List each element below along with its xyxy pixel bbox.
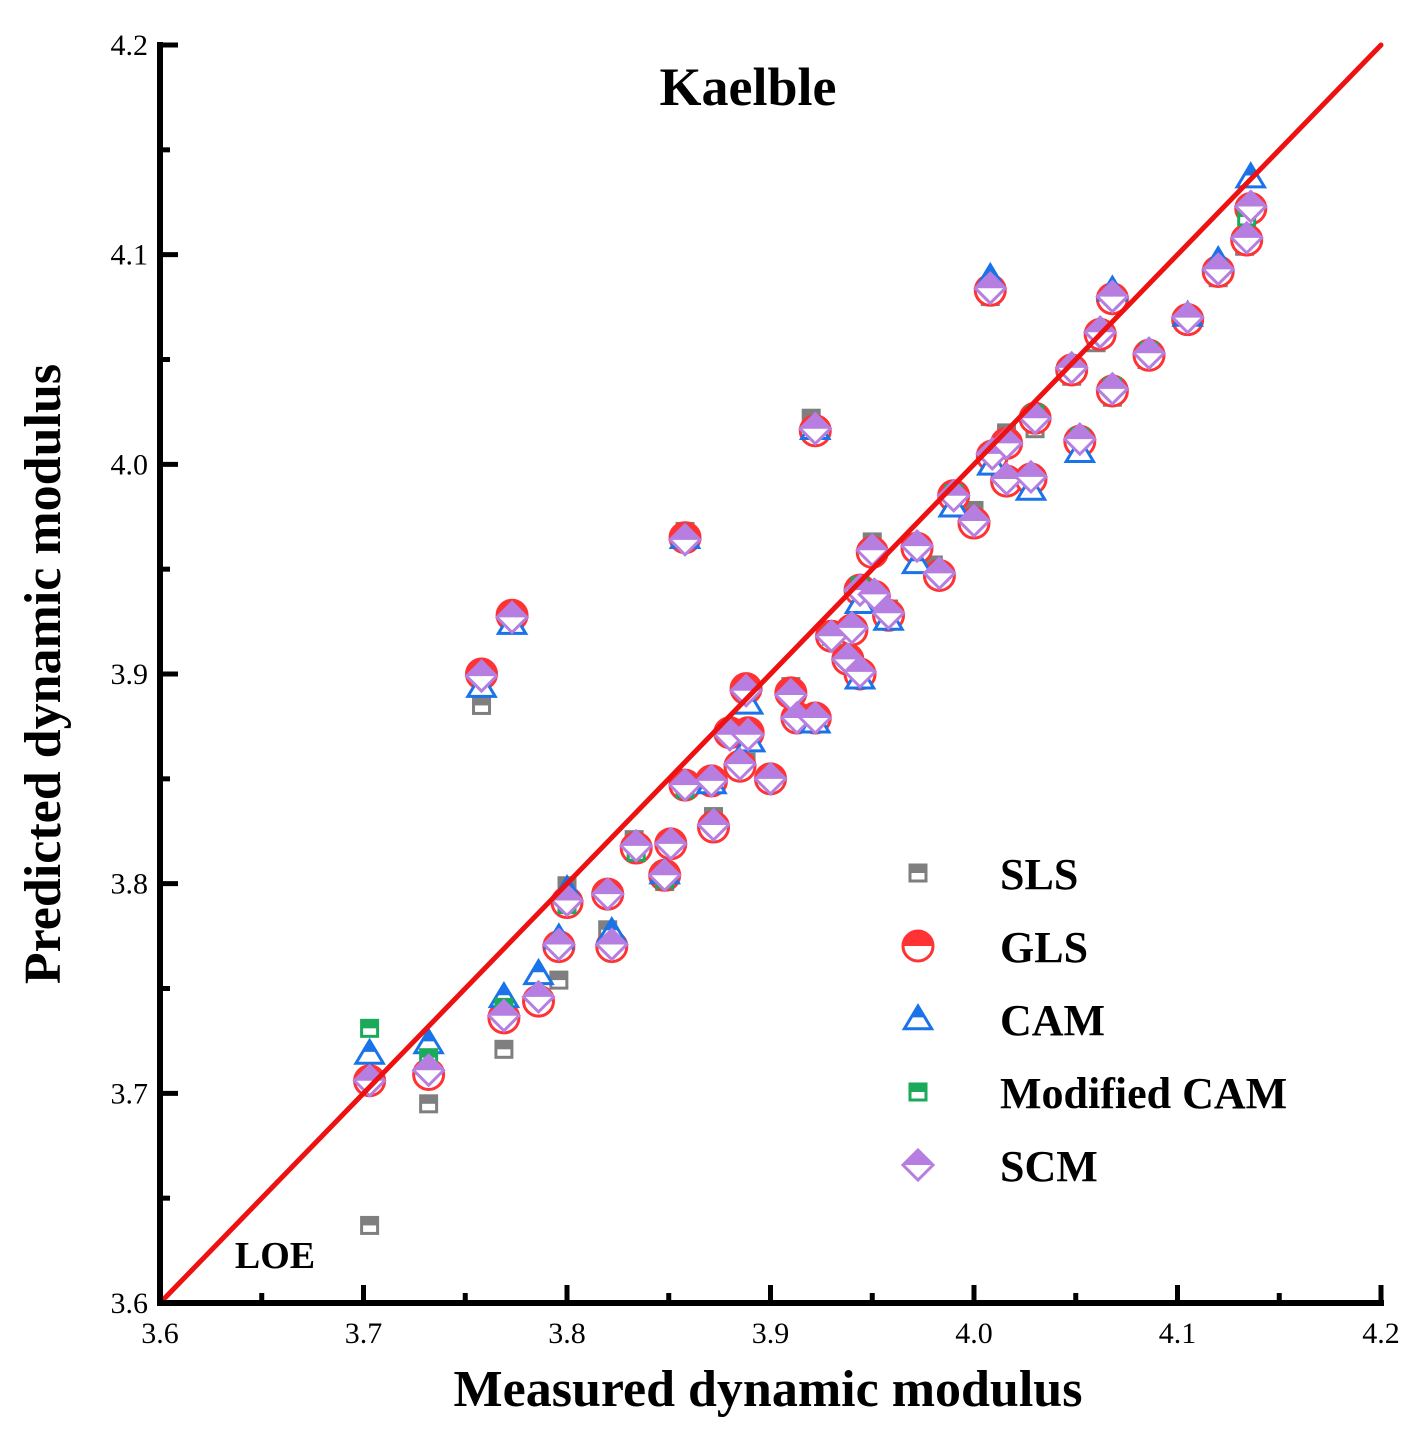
data-point bbox=[667, 522, 703, 557]
data-point bbox=[419, 1094, 439, 1114]
data-point bbox=[694, 763, 729, 799]
data-point bbox=[360, 1018, 380, 1038]
legend-marker bbox=[900, 1147, 936, 1183]
data-point bbox=[956, 503, 992, 539]
data-point bbox=[590, 877, 625, 912]
data-point bbox=[1095, 371, 1130, 406]
data-point bbox=[798, 700, 833, 736]
legend-item: SCM bbox=[900, 1142, 1098, 1191]
data-point bbox=[521, 979, 556, 1015]
line-of-equality bbox=[157, 42, 1384, 1306]
x-axis-title: Measured dynamic modulus bbox=[454, 1361, 1083, 1418]
legend-label: GLS bbox=[1000, 923, 1088, 972]
data-point bbox=[647, 858, 682, 893]
data-point bbox=[730, 717, 766, 752]
data-point bbox=[842, 654, 878, 690]
data-point bbox=[1013, 459, 1049, 495]
data-point bbox=[494, 600, 530, 635]
legend-marker bbox=[901, 1003, 935, 1031]
x-tick-label: 3.7 bbox=[345, 1317, 383, 1350]
legend-marker bbox=[908, 1082, 928, 1102]
data-point bbox=[594, 927, 629, 962]
legend-item: CAM bbox=[901, 996, 1105, 1045]
x-tick-label: 4.1 bbox=[1159, 1317, 1197, 1350]
data-point bbox=[541, 927, 576, 962]
data-point bbox=[472, 695, 492, 715]
legend-marker bbox=[901, 929, 935, 963]
x-tick-label: 3.6 bbox=[141, 1317, 179, 1350]
data-point bbox=[871, 596, 906, 631]
x-tick-label: 4.2 bbox=[1362, 1317, 1400, 1350]
y-tick-label: 3.9 bbox=[111, 658, 149, 691]
y-tick-label: 4.1 bbox=[111, 239, 149, 272]
data-point bbox=[464, 658, 499, 694]
data-point bbox=[494, 1039, 514, 1059]
data-point bbox=[1131, 336, 1167, 371]
data-point bbox=[989, 461, 1024, 497]
data-point bbox=[619, 828, 654, 864]
y-tick-label: 4.0 bbox=[111, 448, 149, 481]
axes-layer: 3.6 3.7 3.8 3.9 4.0 4.1 4.2 3.6 3.7 3.8 3.9 4.0 4.1 4… bbox=[111, 29, 1400, 1350]
data-point bbox=[653, 826, 688, 861]
data-point bbox=[922, 556, 957, 591]
legend-item: GLS bbox=[901, 923, 1088, 972]
data-point bbox=[1062, 422, 1097, 457]
data-point bbox=[753, 761, 788, 796]
y-tick-label: 3.8 bbox=[111, 868, 149, 901]
data-point bbox=[1170, 300, 1205, 335]
legend-item: SLS bbox=[908, 850, 1078, 899]
data-point bbox=[360, 1215, 380, 1235]
data-point bbox=[696, 807, 731, 843]
legend-label: CAM bbox=[1000, 996, 1105, 1045]
legend-label: SLS bbox=[1000, 850, 1078, 899]
data-point bbox=[722, 747, 758, 782]
y-axis-title: Predicted dynamic modulus bbox=[15, 364, 72, 984]
legend: SLS GLS CAM Modified CAM SCM bbox=[900, 850, 1287, 1191]
legend-label: SCM bbox=[1000, 1142, 1098, 1191]
legend-marker bbox=[908, 863, 928, 883]
data-point bbox=[855, 533, 890, 568]
data-point bbox=[411, 1053, 446, 1088]
data-point bbox=[973, 271, 1008, 306]
data-point bbox=[834, 610, 870, 645]
y-tick-label: 3.7 bbox=[111, 1077, 149, 1110]
legend-label: Modified CAM bbox=[1000, 1069, 1287, 1118]
data-point bbox=[549, 970, 569, 990]
data-point bbox=[486, 998, 522, 1033]
data-point bbox=[1233, 189, 1268, 224]
data-point bbox=[667, 768, 703, 803]
legend-item: Modified CAM bbox=[908, 1069, 1287, 1118]
x-tick-label: 3.9 bbox=[752, 1317, 790, 1350]
x-tick-label: 4.0 bbox=[955, 1317, 993, 1350]
data-point bbox=[899, 528, 935, 564]
series-scm bbox=[352, 189, 1268, 1098]
data-point bbox=[353, 1037, 386, 1065]
chart-title: Kaelble bbox=[660, 57, 837, 117]
x-tick-label: 3.8 bbox=[548, 1317, 586, 1350]
y-tick-label: 4.2 bbox=[111, 29, 149, 62]
data-point bbox=[1095, 279, 1130, 314]
loe-label: LOE bbox=[235, 1235, 315, 1277]
data-point bbox=[857, 577, 892, 612]
data-point bbox=[798, 411, 833, 446]
y-tick-label: 3.6 bbox=[111, 1287, 149, 1320]
data-point bbox=[1201, 252, 1236, 287]
data-point bbox=[1229, 220, 1264, 256]
